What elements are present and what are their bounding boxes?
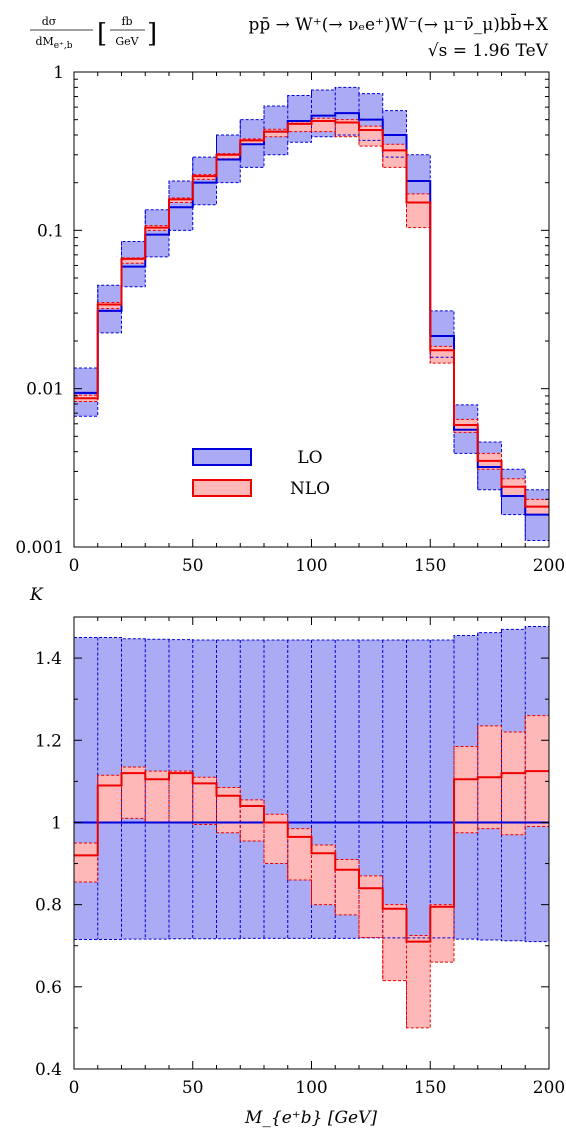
y-tick-label: 0.001 [15,538,64,558]
y-tick-label: 0.01 [26,380,64,400]
bottom-panel: K 0 50 100 150 200 0.4 0.6 0.8 1 1.2 1.4 M_{e⁺b} [… [29,585,565,1128]
top-panel: 0 50 100 150 200 0.001 0.01 0.1 1 LO NLO [15,63,565,576]
ylabel-bracket-left: [ [97,19,107,49]
nlo-line [74,770,549,943]
lo-band-lower-edge [74,937,549,943]
x-tick-label: 150 [414,556,446,576]
energy-label: √s = 1.96 TeV [428,41,549,61]
lo-line [74,112,549,516]
top-lines [73,86,550,541]
ylabel-frac-den-sub: e⁺,b [54,41,73,51]
x-tick-label: 0 [69,1078,80,1098]
x-tick-label: 50 [182,1078,204,1098]
ylabel-frac-den-text: dM [35,35,53,48]
y-tick-label: 1 [51,813,62,833]
ylabel-bracket-right: ] [147,19,157,49]
x-tick-label: 200 [533,1078,565,1098]
nlo-band-lower-edge [74,131,549,516]
y-tick-label: 1 [53,63,64,83]
y-tick-label: 0.4 [35,1060,62,1080]
x-tick-label: 0 [69,556,80,576]
lo-band-upper-edge [74,625,549,641]
legend-lo-label: LO [297,448,322,468]
ylabel-frac-num: dσ [42,15,57,28]
header: dσ dMe⁺,b [ fb GeV ] pp̄ → W⁺(→ νₑe⁺)W⁻(… [30,12,549,61]
y-tick-label: 0.1 [37,221,64,241]
y-tick-label: 1.2 [35,731,62,751]
legend: LO NLO [192,448,330,499]
x-tick-label: 100 [295,556,327,576]
x-tick-label: 50 [182,556,204,576]
x-tick-label: 150 [414,1078,446,1098]
legend-lo-swatch [192,448,252,466]
y-tick-label: 1.4 [35,649,62,669]
y-tick-label: 0.6 [35,978,62,998]
legend-nlo-swatch [192,479,252,497]
bottom-ticks: 0 50 100 150 200 0.4 0.6 0.8 1 1.2 1.4 [35,616,565,1098]
top-ticks: 0 50 100 150 200 0.001 0.01 0.1 1 [15,63,565,576]
x-tick-label: 100 [295,1078,327,1098]
ylabel-unit-num: fb [121,15,132,28]
ylabel-unit-den: GeV [115,35,139,48]
process-title: pp̄ → W⁺(→ νₑe⁺)W⁻(→ μ⁻ν̄_μ)bb̄+X [248,12,548,35]
legend-nlo-label: NLO [290,479,330,499]
nlo-line [74,120,549,508]
lo-band-lower-edge [74,134,549,541]
ylabel-frac-den: dMe⁺,b [35,35,72,51]
x-tick-label: 200 [533,556,565,576]
k-axis-label: K [29,585,44,605]
y-tick-label: 0.8 [35,896,62,916]
x-axis-label: M_{e⁺b} [GeV] [244,1108,377,1128]
